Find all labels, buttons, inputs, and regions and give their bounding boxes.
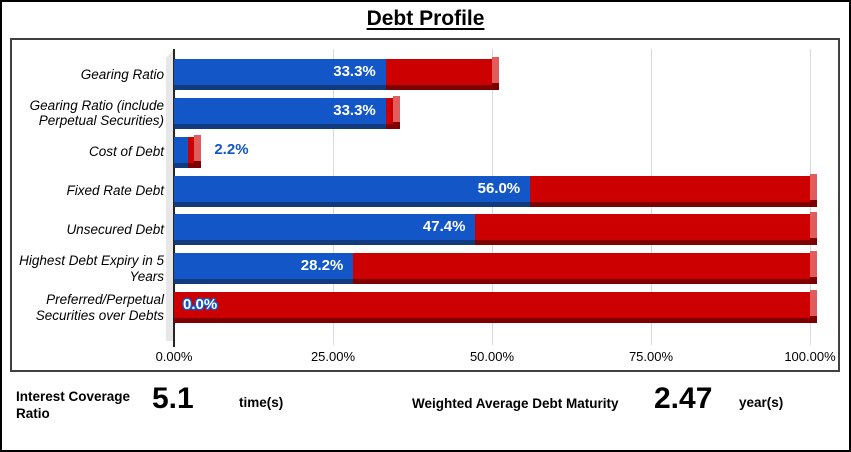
bar-3d-end-cap — [393, 95, 401, 129]
weighted-average-debt-maturity-label: Weighted Average Debt Maturity — [412, 396, 619, 411]
bar-segment-red — [530, 173, 817, 207]
bar-3d-end-cap — [809, 251, 817, 285]
bar-row: 56.0% — [174, 173, 818, 207]
category-label: Preferred/Perpetual Securities over Debt… — [35, 292, 164, 323]
x-tick-label: 0.00% — [155, 349, 193, 364]
bar-row: 28.2% — [174, 251, 818, 285]
bar-value-label: 33.3% — [333, 101, 376, 119]
bar-row: 33.3% — [174, 57, 500, 90]
chart-title: Debt Profile — [366, 7, 485, 30]
bar-segment-red — [385, 57, 499, 90]
weighted-average-debt-maturity-unit: year(s) — [739, 395, 784, 410]
bar-segment-red — [475, 212, 817, 246]
bar-segment-blue — [174, 253, 354, 285]
bar-segment-blue — [174, 136, 188, 168]
category-label: Fixed Rate Debt — [66, 183, 164, 199]
category-label: Highest Debt Expiry in 5 Years — [19, 253, 164, 284]
x-tick-label: 25.00% — [310, 349, 356, 364]
bar-3d-end-cap — [194, 134, 202, 168]
x-tick-label: 75.00% — [628, 349, 674, 364]
bar-segment-blue — [174, 97, 386, 129]
bar-segment-red — [353, 251, 817, 285]
bar-3d-end-cap — [809, 212, 817, 246]
bar-row: 33.3% — [174, 95, 401, 129]
interest-coverage-ratio-value: 5.1 — [152, 382, 194, 415]
x-tick-label: 50.00% — [469, 349, 515, 364]
bar-value-label: 28.2% — [300, 257, 344, 275]
bar-row: 2.2% — [174, 134, 249, 168]
bar-segment-blue — [174, 175, 531, 207]
bar-segment-blue — [174, 214, 476, 246]
bar-3d-end-cap — [809, 173, 817, 207]
bar-3d-end-cap — [491, 57, 499, 90]
bar-segment-red — [174, 290, 817, 324]
category-label: Gearing Ratio (include Perpetual Securit… — [29, 97, 164, 129]
bar-segment-red — [385, 95, 401, 129]
bar-segment-red — [187, 134, 202, 168]
category-label: Cost of Debt — [88, 144, 164, 160]
stats-bar: Interest Coverage Ratio 5.1 time(s) Weig… — [2, 374, 849, 450]
category-label: Unsecured Debt — [66, 222, 164, 238]
category-label: Gearing Ratio — [80, 66, 164, 82]
interest-coverage-ratio-unit: time(s) — [239, 395, 284, 410]
bar-value-label: 0.0% — [183, 296, 218, 314]
bar-row: 0.0% — [174, 290, 818, 324]
chart-area: 0.00% 25.00% 50.00% 75.00% 100.00% Gearing Ra… — [10, 38, 840, 372]
bar-value-label: 47.4% — [422, 218, 466, 236]
bar-row: 47.4% — [174, 212, 818, 246]
weighted-average-debt-maturity-value: 2.47 — [654, 382, 713, 415]
bar-value-label: 56.0% — [477, 179, 521, 197]
plot-3d-wall — [166, 49, 174, 341]
bar-3d-end-cap — [810, 290, 817, 324]
bar-value-label: 2.2% — [214, 140, 249, 158]
x-tick-label: 100.00% — [784, 349, 836, 364]
interest-coverage-ratio-label: Interest Coverage Ratio — [16, 389, 131, 421]
bar-value-label: 33.3% — [333, 63, 376, 80]
bar-segment-blue — [174, 59, 386, 90]
